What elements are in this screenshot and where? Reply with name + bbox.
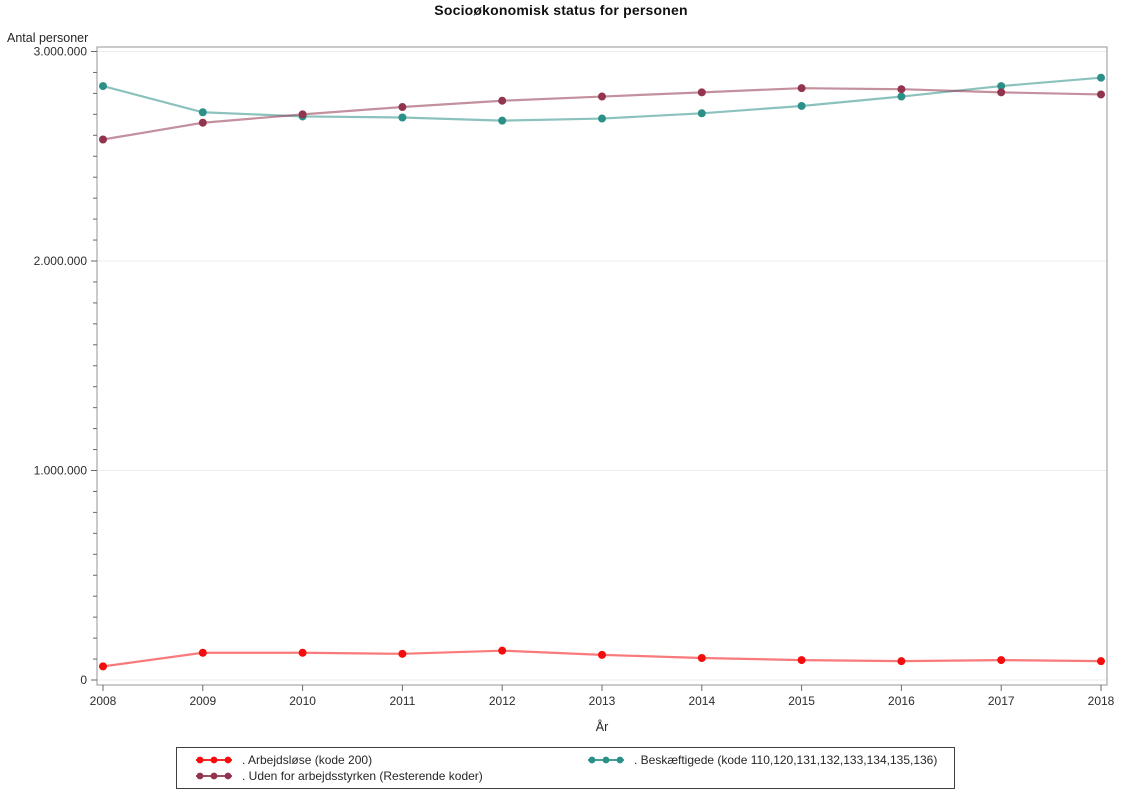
legend-glyph-shape — [224, 756, 232, 764]
data-point-beskaeftigede — [897, 92, 906, 101]
data-point-uden-for-arbejdsstyrken — [398, 103, 407, 112]
data-point-uden-for-arbejdsstyrken — [797, 84, 806, 93]
legend-box: . Arbejdsløse (kode 200) . Beskæftigede … — [176, 747, 955, 789]
data-point-uden-for-arbejdsstyrken — [99, 135, 107, 144]
x-tick-label: 2013 — [589, 694, 616, 708]
legend-glyph-shape — [196, 756, 204, 764]
data-point-uden-for-arbejdsstyrken — [697, 88, 706, 97]
data-point-arbejdsloese — [697, 654, 706, 663]
data-point-arbejdsloese — [198, 648, 207, 657]
legend-entry-beskaeftigede: . Beskæftigede (kode 110,120,131,132,133… — [586, 753, 946, 767]
legend-label-uden-for-arbejdsstyrken: . Uden for arbejdsstyrken (Resterende ko… — [242, 769, 483, 783]
legend-entry-uden-for-arbejdsstyrken: . Uden for arbejdsstyrken (Resterende ko… — [194, 769, 586, 783]
data-point-beskaeftigede — [99, 82, 107, 91]
legend-label-arbejdsloese: . Arbejdsløse (kode 200) — [242, 753, 373, 767]
legend-marker-uden-for-arbejdsstyrken-icon — [196, 772, 232, 780]
legend-glyph-shape — [616, 756, 624, 764]
data-point-arbejdsloese — [298, 648, 307, 657]
legend-glyph-shape — [196, 772, 204, 780]
data-point-beskaeftigede — [697, 109, 706, 118]
legend-marker-arbejdsloese-icon — [196, 756, 232, 764]
legend-glyph-shape — [588, 756, 596, 764]
data-point-uden-for-arbejdsstyrken — [1097, 90, 1105, 99]
y-tick-label: 3.000.000 — [34, 45, 88, 59]
data-point-arbejdsloese — [1097, 657, 1105, 666]
legend-label-beskaeftigede: . Beskæftigede (kode 110,120,131,132,133… — [634, 753, 938, 767]
plot-frame — [96, 46, 1108, 686]
data-point-arbejdsloese — [398, 649, 407, 658]
x-tick-label: 2018 — [1088, 694, 1115, 708]
x-tick-label: 2008 — [90, 694, 117, 708]
data-point-beskaeftigede — [198, 108, 207, 117]
data-point-uden-for-arbejdsstyrken — [598, 92, 606, 101]
data-point-arbejdsloese — [598, 650, 606, 659]
y-tick-label: 1.000.000 — [34, 464, 88, 478]
legend-glyph-shape — [210, 772, 218, 780]
x-tick-label: 2015 — [788, 694, 815, 708]
legend-marker-beskaeftigede-icon — [588, 756, 624, 764]
x-tick-label: 2009 — [189, 694, 216, 708]
x-tick-label: 2010 — [289, 694, 316, 708]
x-tick-label: 2017 — [988, 694, 1015, 708]
data-point-arbejdsloese — [99, 662, 107, 671]
data-point-uden-for-arbejdsstyrken — [498, 96, 507, 105]
data-point-beskaeftigede — [797, 101, 806, 110]
data-point-arbejdsloese — [498, 646, 507, 655]
data-point-beskaeftigede — [498, 116, 507, 125]
chart-title: Socioøkonomisk status for personen — [434, 2, 688, 18]
x-tick-label: 2014 — [688, 694, 715, 708]
y-axis-title: Antal personer — [7, 31, 89, 45]
y-tick-label: 0 — [80, 673, 87, 687]
data-point-beskaeftigede — [1097, 73, 1105, 82]
legend-entry-arbejdsloese: . Arbejdsløse (kode 200) — [194, 753, 586, 767]
data-point-arbejdsloese — [797, 656, 806, 665]
data-point-uden-for-arbejdsstyrken — [298, 110, 307, 119]
data-point-arbejdsloese — [997, 656, 1006, 665]
data-point-beskaeftigede — [598, 114, 606, 123]
x-tick-label: 2016 — [888, 694, 915, 708]
x-tick-label: 2011 — [389, 694, 415, 708]
data-point-uden-for-arbejdsstyrken — [897, 85, 906, 94]
x-tick-label: 2012 — [489, 694, 516, 708]
x-axis-title: År — [595, 720, 609, 734]
y-tick-label: 2.000.000 — [34, 254, 88, 268]
legend-glyph-shape — [602, 756, 610, 764]
data-point-uden-for-arbejdsstyrken — [997, 88, 1006, 97]
legend-glyph-shape — [210, 756, 218, 764]
legend-glyph-shape — [224, 772, 232, 780]
data-point-arbejdsloese — [897, 657, 906, 666]
data-point-uden-for-arbejdsstyrken — [198, 118, 207, 127]
data-point-beskaeftigede — [398, 113, 407, 122]
data-point-beskaeftigede — [997, 82, 1006, 91]
